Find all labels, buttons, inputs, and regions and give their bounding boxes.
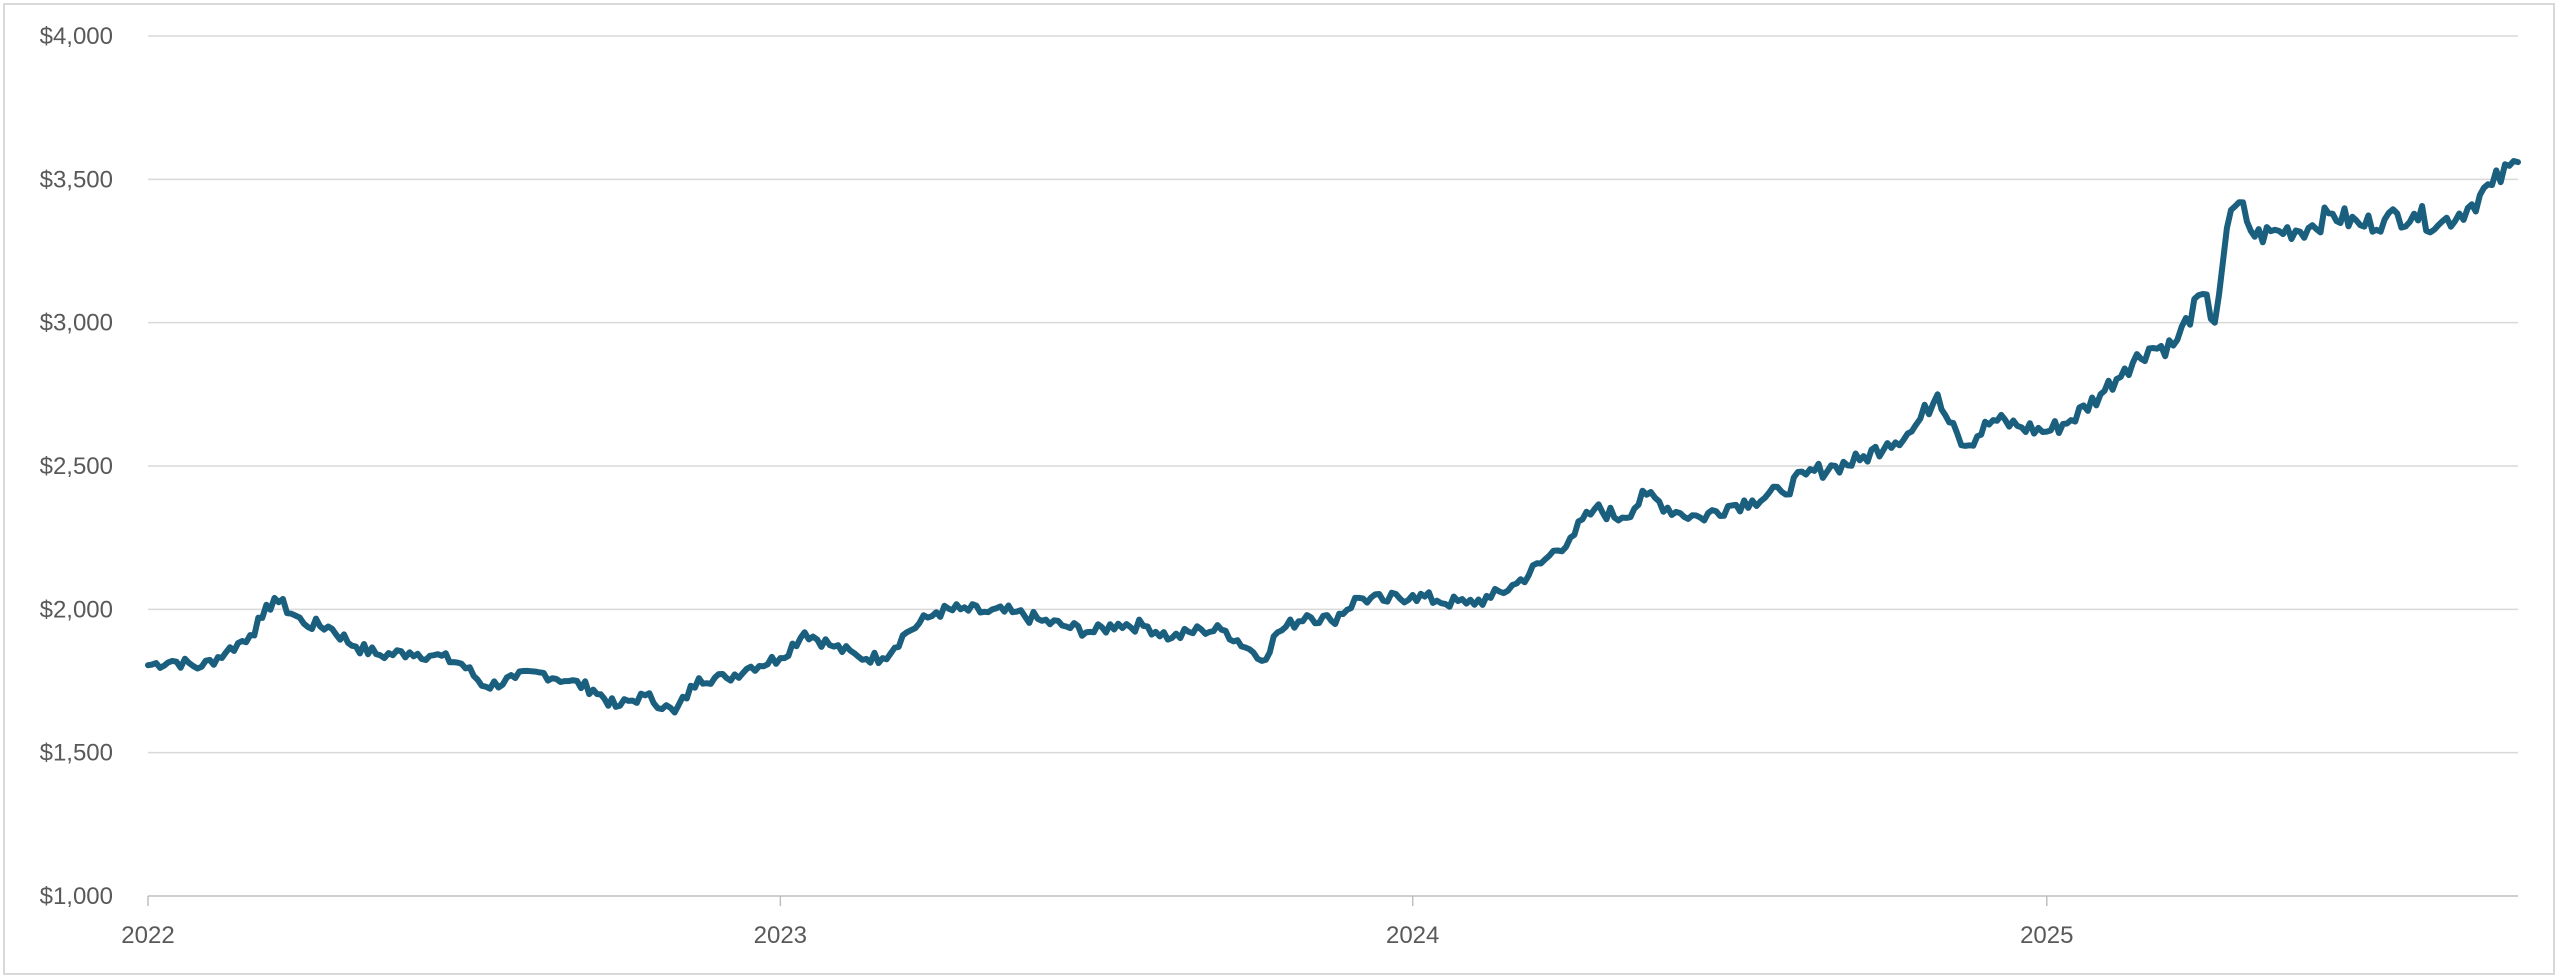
- x-axis-tick-labels: 2022 2023 2024 2025: [121, 922, 2073, 949]
- gridlines: [148, 35, 2518, 754]
- y-tick-label: $2,500: [40, 453, 113, 480]
- x-tick-label: 2024: [1386, 922, 1439, 949]
- series-line: [145, 158, 2521, 716]
- x-axis: [147, 895, 2518, 906]
- y-tick-label: $4,000: [40, 23, 113, 50]
- y-tick-label: $3,500: [40, 166, 113, 193]
- y-tick-label: $1,500: [40, 740, 113, 767]
- x-tick-label: 2022: [121, 922, 174, 949]
- series-layer: [145, 158, 2521, 716]
- x-tick-label: 2025: [2020, 922, 2073, 949]
- y-tick-label: $3,000: [40, 310, 113, 337]
- y-tick-label: $1,000: [40, 883, 113, 910]
- chart-frame: [3, 3, 2555, 975]
- x-tick-label: 2023: [754, 922, 807, 949]
- y-tick-label: $2,000: [40, 596, 113, 623]
- y-axis-tick-labels: $1,000 $1,500 $2,000 $2,500 $3,000 $3,500 $4,0…: [40, 23, 113, 910]
